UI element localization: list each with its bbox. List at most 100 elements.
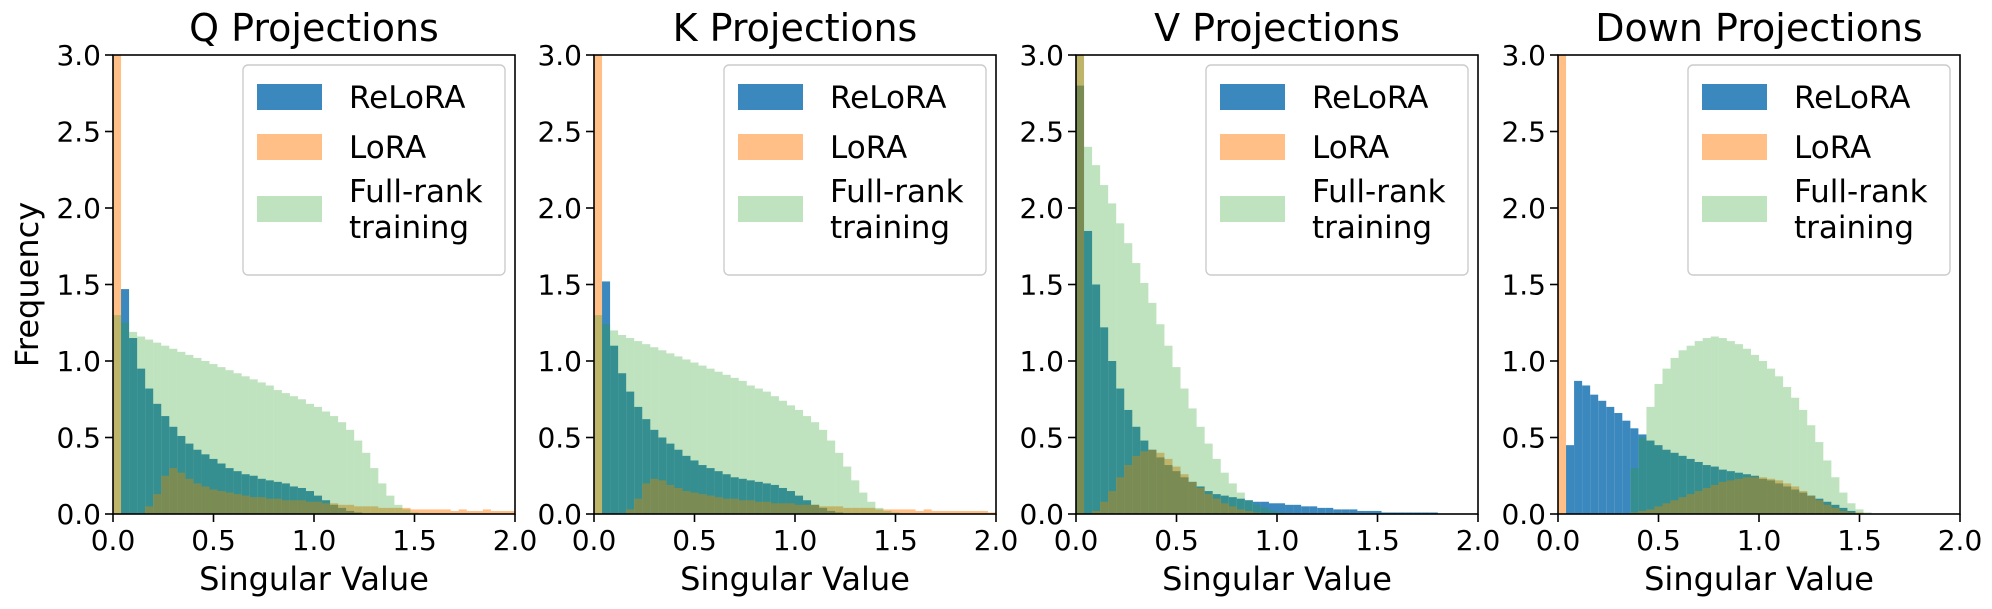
histogram-bar [738,478,747,514]
histogram-bar [650,478,659,514]
histogram-bar [1212,498,1221,514]
histogram-bar [602,324,611,514]
histogram-bar [1670,500,1679,514]
histogram-bar [1630,468,1639,514]
histogram-bar [1100,185,1109,515]
histogram-bar [305,403,314,514]
histogram-bar [378,507,387,514]
histogram-bar [754,481,763,514]
histogram-bar [786,491,795,514]
histogram-bar [273,498,282,514]
legend-label: Full-rank [1312,174,1446,210]
histogram-bar [1116,388,1125,514]
histogram-bar [1317,507,1326,514]
histogram-bar [1686,458,1695,514]
y-tick-label: 1.5 [1501,269,1546,302]
histogram-bar-spike [1558,55,1567,514]
histogram-bar [161,475,170,514]
x-tick-label: 0.5 [191,524,236,557]
histogram-bar [137,368,146,514]
histogram-bar [281,483,290,514]
histogram-bar [1606,406,1615,514]
histogram-bar [786,503,795,514]
histogram-bar [1598,400,1607,514]
histogram-bar [682,455,691,514]
histogram-bar [979,510,988,514]
histogram-bar [145,388,154,514]
histogram-bar [1654,383,1663,514]
histogram-bar [1140,451,1149,514]
histogram-bar [185,478,194,514]
histogram-bar [971,510,980,514]
legend-swatch [1220,84,1285,110]
histogram-bar [161,416,170,514]
histogram-bar [281,393,290,514]
x-axis-label: Singular Value [1644,560,1874,598]
histogram-bar [1710,336,1719,514]
histogram-bar [402,509,411,514]
y-tick-label: 2.0 [56,192,101,225]
legend-swatch [257,84,322,110]
histogram-bar [875,509,884,514]
y-tick-label: 2.0 [1501,192,1546,225]
histogram-bar [1702,487,1711,514]
histogram-bar [939,510,948,514]
legend-swatch [738,84,803,110]
x-tick-label: 1.0 [1255,524,1300,557]
x-tick-label: 0.0 [91,524,136,557]
histogram-bar [265,480,274,514]
histogram-bar [338,422,347,514]
histogram-bar [1188,481,1197,514]
y-tick-label: 1.5 [56,269,101,302]
legend-label: Full-rank [1794,174,1928,210]
histogram-bar [730,377,739,514]
series-lora [1558,55,1864,514]
histogram-bar [1775,480,1784,514]
histogram-bar [1124,465,1133,514]
histogram-bar [1694,461,1703,514]
x-tick-label: 1.0 [292,524,337,557]
series-full-rank-training [113,315,419,514]
histogram-bar [1726,341,1735,514]
histogram-bar [883,509,892,514]
histogram-bar [851,507,860,514]
legend-label: training [349,210,469,246]
y-tick-label: 0.0 [1019,498,1064,531]
legend-swatch [1702,134,1767,160]
legend-swatch [1702,84,1767,110]
histogram-bar [209,489,218,514]
histogram-bar [1188,408,1197,514]
legend-label: LoRA [1312,130,1389,166]
x-tick-label: 1.0 [1737,524,1782,557]
histogram-bar [1108,361,1117,514]
histogram-bar [1654,445,1663,514]
histogram-bar [498,510,507,514]
histogram-bar [1566,445,1575,514]
histogram-bar [281,500,290,514]
histogram-bar [1654,506,1663,514]
histogram-bar [1815,500,1824,514]
histogram-bar [241,474,250,514]
histogram-bar [1212,458,1221,514]
y-tick-label: 0.5 [1501,422,1546,455]
histogram-bar [225,468,234,514]
histogram-bar [1638,434,1647,514]
x-tick-label: 2.0 [1938,524,1983,557]
histogram-bar [746,480,755,514]
histogram-bar [314,406,323,514]
histogram-bar [1204,494,1213,514]
histogram-bar [1638,437,1647,514]
y-tick-label: 2.5 [537,116,582,149]
histogram-bar [658,350,667,514]
y-tick-label: 1.0 [1501,345,1546,378]
y-tick-label: 1.0 [1019,345,1064,378]
histogram-bar [1750,477,1759,514]
histogram-bar [1670,357,1679,514]
histogram-bar [1228,497,1237,514]
histogram-bar [1156,324,1165,514]
histogram-bar [177,351,186,514]
histogram-bar [626,338,635,514]
x-tick-label: 0.0 [1054,524,1099,557]
